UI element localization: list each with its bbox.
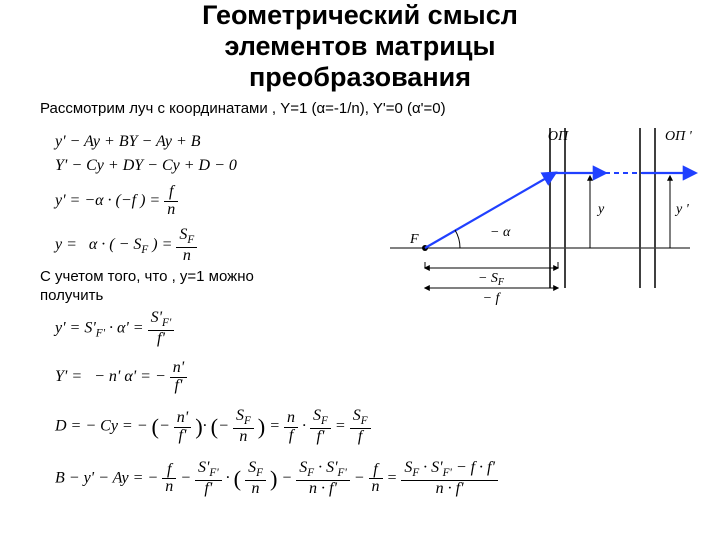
label-SF: − SF — [478, 271, 505, 288]
eq8: B − y' − Ay = − fn − S'F'f' · ( SFn ) − … — [55, 460, 498, 498]
label-F: F — [409, 232, 419, 247]
eq3: y' = −α · (−f ) = f n — [55, 184, 237, 219]
eq7: D = − Cy = − (− n'f' )· (− SFn ) = nf · … — [55, 408, 498, 446]
eq1: y' − Ay + BY − Ay + B — [55, 130, 237, 154]
eq2: Y' − Cy + DY − Cy + D − 0 — [55, 154, 237, 178]
label-yp: y ' — [674, 202, 690, 217]
slide-title: Геометрический смысл элементов матрицы п… — [0, 0, 720, 93]
note-text: С учетом того, что , y=1 можно получить — [40, 268, 300, 306]
eq-group-2: y' = S'F' · α' = S'F' f' Y' = − n' α' = … — [55, 310, 498, 498]
label-f: − f — [483, 291, 502, 306]
optical-diagram: F ОП ОП ' y y ' − α − SF − f — [380, 118, 700, 313]
label-alpha: − α — [490, 225, 511, 240]
intro-text: Рассмотрим луч с координатами , Y=1 (α=-… — [40, 100, 446, 117]
label-y: y — [596, 202, 605, 217]
label-OPp: ОП ' — [665, 129, 693, 144]
eq5: y' = S'F' · α' = S'F' f' — [55, 310, 498, 348]
eq6: Y' = − n' α' = − n'f' — [55, 360, 498, 395]
eq3-lhs: y' = −α · (−f ) = — [55, 192, 164, 209]
eq-group-1: y' − Ay + BY − Ay + B Y' − Cy + DY − Cy … — [55, 130, 237, 264]
angle-arc — [455, 230, 460, 248]
eq4: y = α · ( − SF ) = SF n — [55, 227, 237, 265]
label-OP: ОП — [548, 129, 569, 144]
